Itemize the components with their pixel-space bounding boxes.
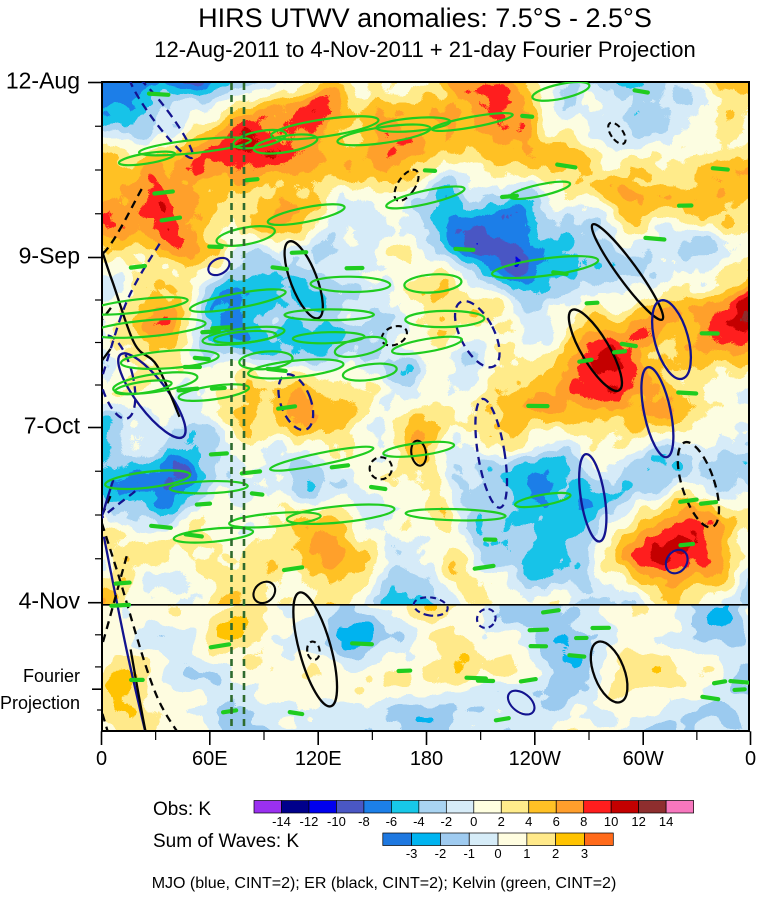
svg-text:-14: -14 (272, 814, 291, 829)
svg-text:180: 180 (410, 748, 443, 770)
svg-text:7-Oct: 7-Oct (24, 413, 81, 439)
svg-text:6: 6 (553, 814, 560, 829)
svg-text:-4: -4 (413, 814, 425, 829)
svg-text:Projection: Projection (0, 693, 80, 713)
svg-text:-3: -3 (406, 846, 418, 861)
svg-text:MJO (blue, CINT=2); ER (black,: MJO (blue, CINT=2); ER (black, CINT=2); … (152, 875, 617, 892)
svg-text:-10: -10 (327, 814, 346, 829)
svg-text:Obs: K: Obs: K (153, 799, 211, 820)
svg-text:60E: 60E (192, 748, 228, 770)
svg-text:Fourier: Fourier (23, 666, 80, 686)
svg-text:-6: -6 (386, 814, 398, 829)
svg-text:0: 0 (96, 748, 107, 770)
svg-text:1: 1 (523, 846, 530, 861)
svg-text:3: 3 (581, 846, 588, 861)
svg-text:-2: -2 (441, 814, 453, 829)
svg-text:4-Nov: 4-Nov (19, 588, 81, 614)
svg-text:0: 0 (494, 846, 501, 861)
svg-text:-2: -2 (435, 846, 447, 861)
svg-text:8: 8 (580, 814, 587, 829)
svg-text:12: 12 (631, 814, 645, 829)
svg-text:-12: -12 (300, 814, 319, 829)
svg-text:12-Aug: 12-Aug (6, 68, 80, 94)
svg-text:12-Aug-2011 to 4-Nov-2011 + 21: 12-Aug-2011 to 4-Nov-2011 + 21-day Fouri… (154, 37, 696, 62)
svg-text:-8: -8 (358, 814, 370, 829)
svg-text:0: 0 (745, 748, 756, 770)
svg-text:HIRS UTWV anomalies: 7.5°S - 2: HIRS UTWV anomalies: 7.5°S - 2.5°S (198, 3, 652, 33)
svg-text:120W: 120W (509, 748, 561, 770)
svg-text:-1: -1 (463, 846, 475, 861)
svg-text:Sum of Waves: K: Sum of Waves: K (153, 831, 299, 852)
svg-text:120E: 120E (295, 748, 342, 770)
svg-text:9-Sep: 9-Sep (19, 243, 80, 269)
svg-text:4: 4 (525, 814, 532, 829)
svg-text:2: 2 (552, 846, 559, 861)
svg-text:0: 0 (470, 814, 477, 829)
svg-text:10: 10 (604, 814, 618, 829)
svg-text:14: 14 (659, 814, 673, 829)
svg-text:2: 2 (498, 814, 505, 829)
svg-text:60W: 60W (623, 748, 664, 770)
